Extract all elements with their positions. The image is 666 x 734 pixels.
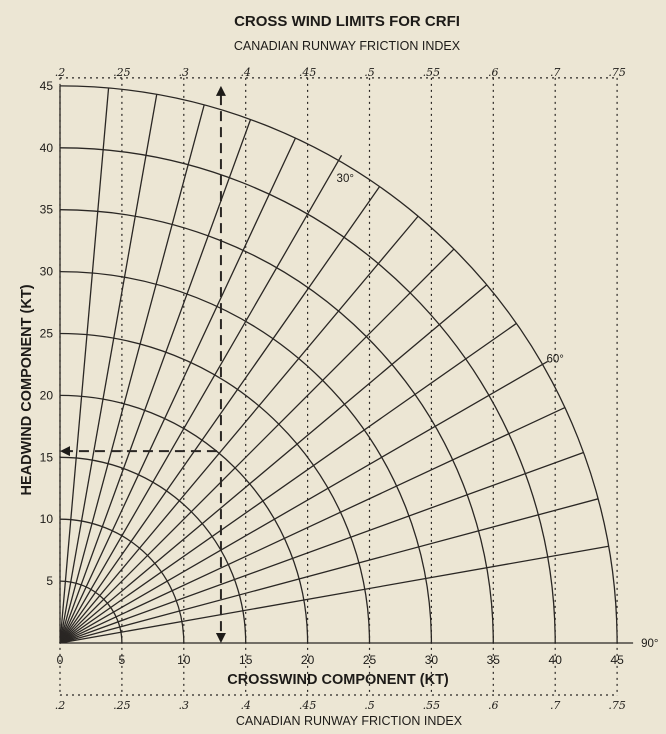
x-tick-label: 35 xyxy=(487,653,501,667)
direction-ray xyxy=(59,498,599,644)
direction-ray xyxy=(59,94,158,644)
direction-ray xyxy=(59,87,110,644)
crfi-bottom-label: .25 xyxy=(113,699,131,712)
crfi-top-label: .6 xyxy=(488,66,499,79)
direction-ray xyxy=(59,137,297,644)
example-arrows xyxy=(60,85,226,643)
wind-direction-rays xyxy=(59,87,609,644)
crfi-bottom-label: .6 xyxy=(488,699,499,712)
direction-ray xyxy=(59,451,584,644)
y-tick-label: 45 xyxy=(40,79,54,93)
y-tick-label: 15 xyxy=(40,450,54,464)
crfi-bottom-label: .45 xyxy=(299,699,317,712)
crfi-top-label: .4 xyxy=(240,66,251,79)
crfi-top-label: .7 xyxy=(550,66,561,79)
chart-axes xyxy=(59,85,634,644)
crfi-bottom-label: .7 xyxy=(550,699,561,712)
x-tick-label: 15 xyxy=(239,653,253,667)
top-subtitle: CANADIAN RUNWAY FRICTION INDEX xyxy=(234,39,461,53)
direction-ray xyxy=(59,104,205,644)
crfi-bottom-label: .55 xyxy=(423,699,441,712)
crfi-top-label: .45 xyxy=(299,66,317,79)
x-tick-label: 45 xyxy=(610,653,624,667)
crfi-bottom-label: .4 xyxy=(240,699,251,712)
x-tick-label: 30 xyxy=(425,653,439,667)
crfi-top-label: .2 xyxy=(55,66,66,79)
direction-ray xyxy=(59,284,488,644)
direction-ray xyxy=(59,248,455,644)
crfi-bottom-label: .5 xyxy=(364,699,375,712)
direction-ray xyxy=(59,119,252,644)
crfi-top-label: .5 xyxy=(364,66,375,79)
direction-ray xyxy=(59,406,566,644)
y-axis-label: HEADWIND COMPONENT (KT) xyxy=(19,284,35,495)
y-tick-label: 5 xyxy=(46,574,53,588)
direction-ray xyxy=(59,155,343,644)
x-tick-label: 0 xyxy=(57,653,64,667)
x-tick-label: 40 xyxy=(549,653,563,667)
crfi-top-label: .3 xyxy=(179,66,190,79)
crfi-top-scale: .2 .25 .3 .4 .45 .5 .55 .6 .7 .75 xyxy=(55,66,626,79)
y-tick-label: 35 xyxy=(40,203,54,217)
axis-ticks: 0 5 10 15 20 25 30 35 40 45 5 10 15 20 25 30 35 40 45 xyxy=(40,79,624,667)
bottom-subtitle: CANADIAN RUNWAY FRICTION INDEX xyxy=(236,714,463,728)
angle-labels: 30° 60° 90° xyxy=(337,173,659,650)
x-tick-label: 5 xyxy=(119,653,126,667)
angle-label: 60° xyxy=(546,353,563,365)
direction-ray xyxy=(59,322,517,644)
x-axis-label: CROSSWIND COMPONENT (KT) xyxy=(227,672,449,688)
x-tick-label: 20 xyxy=(301,653,315,667)
y-tick-label: 30 xyxy=(40,265,54,279)
crfi-top-label: .55 xyxy=(423,66,441,79)
angle-label: 90° xyxy=(641,638,658,650)
crfi-bottom-label: .3 xyxy=(179,699,190,712)
x-tick-label: 10 xyxy=(177,653,191,667)
chart-title: CROSS WIND LIMITS FOR CRFI xyxy=(234,13,460,30)
y-tick-label: 40 xyxy=(40,141,54,155)
crfi-top-label: .75 xyxy=(608,66,626,79)
direction-ray xyxy=(59,360,548,644)
y-tick-label: 20 xyxy=(40,388,54,402)
angle-label: 30° xyxy=(337,173,354,185)
crfi-bottom-label: .75 xyxy=(608,699,626,712)
direction-ray xyxy=(59,215,419,644)
direction-ray xyxy=(59,545,609,644)
direction-ray xyxy=(59,186,381,644)
y-tick-label: 25 xyxy=(40,327,54,341)
crfi-top-label: .25 xyxy=(113,66,131,79)
y-tick-label: 10 xyxy=(40,512,54,526)
crfi-bottom-label: .2 xyxy=(55,699,66,712)
crfi-bottom-scale: .2 .25 .3 .4 .45 .5 .55 .6 .7 .75 xyxy=(55,699,626,712)
x-tick-label: 25 xyxy=(363,653,377,667)
